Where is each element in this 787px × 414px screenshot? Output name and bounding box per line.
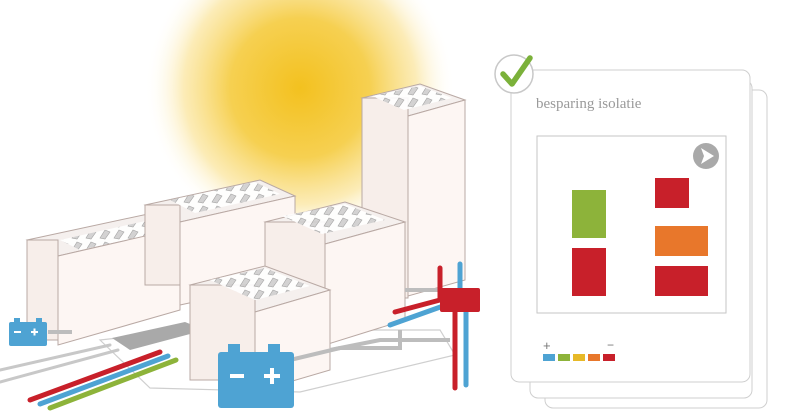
solar-panels xyxy=(372,86,452,110)
cursor-arrow-icon[interactable] xyxy=(693,143,719,169)
bar-segment-green xyxy=(572,190,606,238)
legend-minus: − xyxy=(607,338,614,352)
bar-segment-orange xyxy=(655,226,708,256)
legend-swatch-orange xyxy=(588,354,600,361)
legend-plus: + xyxy=(543,338,551,353)
building-middle xyxy=(263,201,407,346)
check-icon xyxy=(494,54,534,94)
battery-icon xyxy=(9,318,47,346)
bar-segment-red xyxy=(572,248,606,296)
legend-swatch-yellow xyxy=(573,354,585,361)
solar-panels xyxy=(60,220,170,250)
power-cables xyxy=(0,343,179,411)
gray-pipes xyxy=(48,288,450,362)
bar-segment-red xyxy=(655,266,708,296)
legend-swatch-green xyxy=(558,354,570,361)
bar-segment-red xyxy=(655,178,689,208)
meter-box-icon xyxy=(440,288,480,312)
legend-swatch-blue xyxy=(543,354,555,361)
battery-icon xyxy=(218,344,294,408)
card-title: besparing isolatie xyxy=(536,96,642,112)
solar-panels xyxy=(282,204,385,234)
solar-panels xyxy=(170,182,280,213)
solar-panels xyxy=(210,268,310,300)
report-card: besparing isolatie + − xyxy=(494,54,768,409)
legend-swatch-red xyxy=(603,354,615,361)
